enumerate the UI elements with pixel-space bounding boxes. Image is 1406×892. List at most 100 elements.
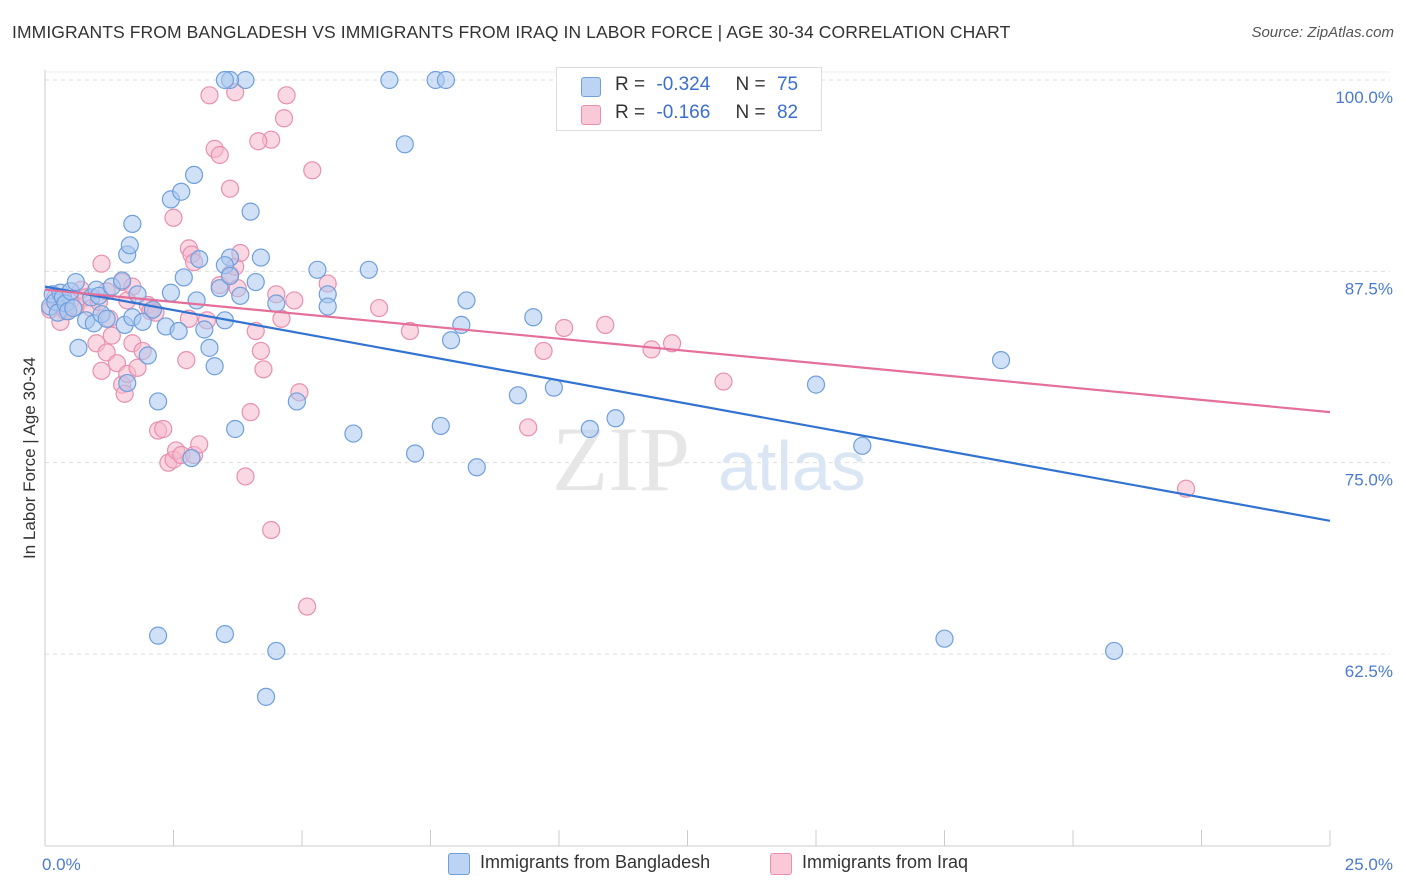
point-bangladesh-20 (112, 271, 132, 290)
point-iraq-68 (164, 208, 183, 227)
point-bangladesh-24 (128, 285, 147, 304)
trend-lines (44, 285, 1331, 522)
point-bangladesh-55 (267, 294, 286, 313)
point-bangladesh-63 (395, 135, 414, 154)
point-iraq-46 (262, 520, 281, 540)
point-bangladesh-79 (991, 351, 1011, 370)
y-axis-label: In Labor Force | Age 30-34 (20, 357, 39, 559)
legend-n-label: N = (735, 102, 766, 123)
point-bangladesh-60 (344, 424, 363, 443)
legend-n-value: 82 (776, 102, 799, 123)
point-bangladesh-28 (148, 392, 168, 411)
point-bangladesh-30 (161, 283, 181, 302)
x-tick-marks (44, 830, 1331, 846)
point-bangladesh-45 (123, 214, 142, 233)
legend-swatch-iraq (581, 105, 601, 125)
point-iraq-78 (662, 334, 682, 353)
y-tick-labels: 100.0% 87.5% 75.0% 62.5% (1335, 88, 1393, 681)
grid-lines (45, 71, 1390, 655)
point-bangladesh-76 (606, 409, 625, 428)
point-bangladesh-44 (120, 236, 139, 255)
correlation-legend: R = -0.324 N = 75 R = -0.166 N = 82 (556, 67, 822, 131)
point-bangladesh-64 (405, 444, 425, 463)
point-iraq-76 (596, 315, 615, 335)
watermark-atlas: atlas (718, 427, 866, 505)
point-bangladesh-71 (467, 458, 486, 477)
legend-label-bangladesh: Immigrants from Bangladesh (480, 852, 711, 872)
point-iraq-11 (92, 361, 111, 380)
point-bangladesh-25 (133, 312, 152, 331)
point-bangladesh-80 (236, 70, 255, 90)
point-iraq-14 (102, 326, 121, 345)
point-bangladesh-61 (359, 260, 378, 279)
y-tick-label-2: 75.0% (1345, 471, 1393, 490)
point-bangladesh-38 (210, 279, 229, 298)
point-iraq-69 (92, 254, 111, 273)
legend-r-value: -0.166 (656, 102, 711, 123)
point-iraq-74 (534, 341, 553, 361)
point-iraq-50 (277, 86, 296, 105)
legend-r-value: -0.324 (656, 74, 711, 95)
point-iraq-54 (303, 161, 322, 180)
trend-line-iraq (44, 288, 1331, 414)
point-iraq-56 (370, 298, 389, 318)
x-tick-label-min: 0.0% (42, 855, 81, 874)
point-bangladesh-31 (169, 321, 188, 341)
point-bangladesh-84 (215, 625, 234, 644)
point-bangladesh-51 (220, 266, 240, 286)
point-iraq-60 (210, 145, 229, 165)
legend-swatch-bangladesh (448, 853, 470, 875)
point-bangladesh-85 (267, 641, 286, 661)
point-bangladesh-41 (226, 419, 245, 439)
point-iraq-75 (555, 318, 574, 338)
legend-r-label: R = (615, 102, 646, 123)
point-bangladesh-33 (182, 448, 201, 468)
point-bangladesh-47 (172, 182, 191, 201)
point-iraq-64 (249, 132, 268, 151)
point-bangladesh-70 (457, 291, 476, 310)
point-bangladesh-54 (251, 248, 270, 267)
point-iraq-53 (298, 597, 317, 616)
legend-swatch-iraq (770, 853, 792, 875)
point-iraq-79 (714, 372, 733, 391)
point-iraq-26 (154, 419, 173, 439)
watermark: ZIP atlas (552, 408, 866, 510)
x-tick-label-max: 25.0% (1345, 855, 1393, 874)
point-iraq-77 (642, 340, 661, 359)
legend-label-iraq: Immigrants from Iraq (802, 852, 969, 872)
point-iraq-34 (190, 435, 209, 454)
point-iraq-42 (241, 403, 260, 422)
legend-swatch-bangladesh (581, 77, 601, 97)
point-bangladesh-78 (853, 436, 872, 455)
point-iraq-45 (254, 360, 273, 379)
y-tick-label-0: 100.0% (1335, 88, 1393, 107)
point-iraq-58 (200, 86, 219, 105)
chart-title: IMMIGRANTS FROM BANGLADESH VS IMMIGRANTS… (12, 22, 1011, 42)
point-bangladesh-87 (935, 629, 954, 648)
source-label: Source: ZipAtlas.com (1251, 24, 1394, 41)
point-iraq-31 (177, 351, 196, 370)
point-bangladesh-82 (215, 70, 234, 90)
point-bangladesh-10 (66, 272, 85, 292)
point-bangladesh-73 (524, 308, 543, 327)
legend-r-label: R = (615, 74, 646, 95)
point-bangladesh-49 (190, 249, 209, 269)
point-bangladesh-66 (436, 70, 456, 90)
point-bangladesh-26 (138, 346, 157, 365)
legend-n-label: N = (735, 74, 766, 95)
point-bangladesh-48 (184, 165, 204, 185)
point-bangladesh-32 (174, 268, 193, 287)
point-bangladesh-52 (241, 202, 260, 221)
point-bangladesh-67 (431, 416, 450, 436)
point-bangladesh-75 (580, 419, 599, 439)
point-bangladesh-72 (508, 386, 527, 405)
point-bangladesh-74 (544, 378, 563, 397)
point-bangladesh-86 (256, 687, 276, 706)
point-bangladesh-59 (318, 297, 337, 316)
point-bangladesh-88 (1105, 641, 1124, 661)
point-bangladesh-11 (69, 338, 88, 357)
point-iraq-73 (519, 418, 538, 437)
point-iraq-51 (285, 291, 304, 310)
point-iraq-41 (236, 467, 255, 486)
